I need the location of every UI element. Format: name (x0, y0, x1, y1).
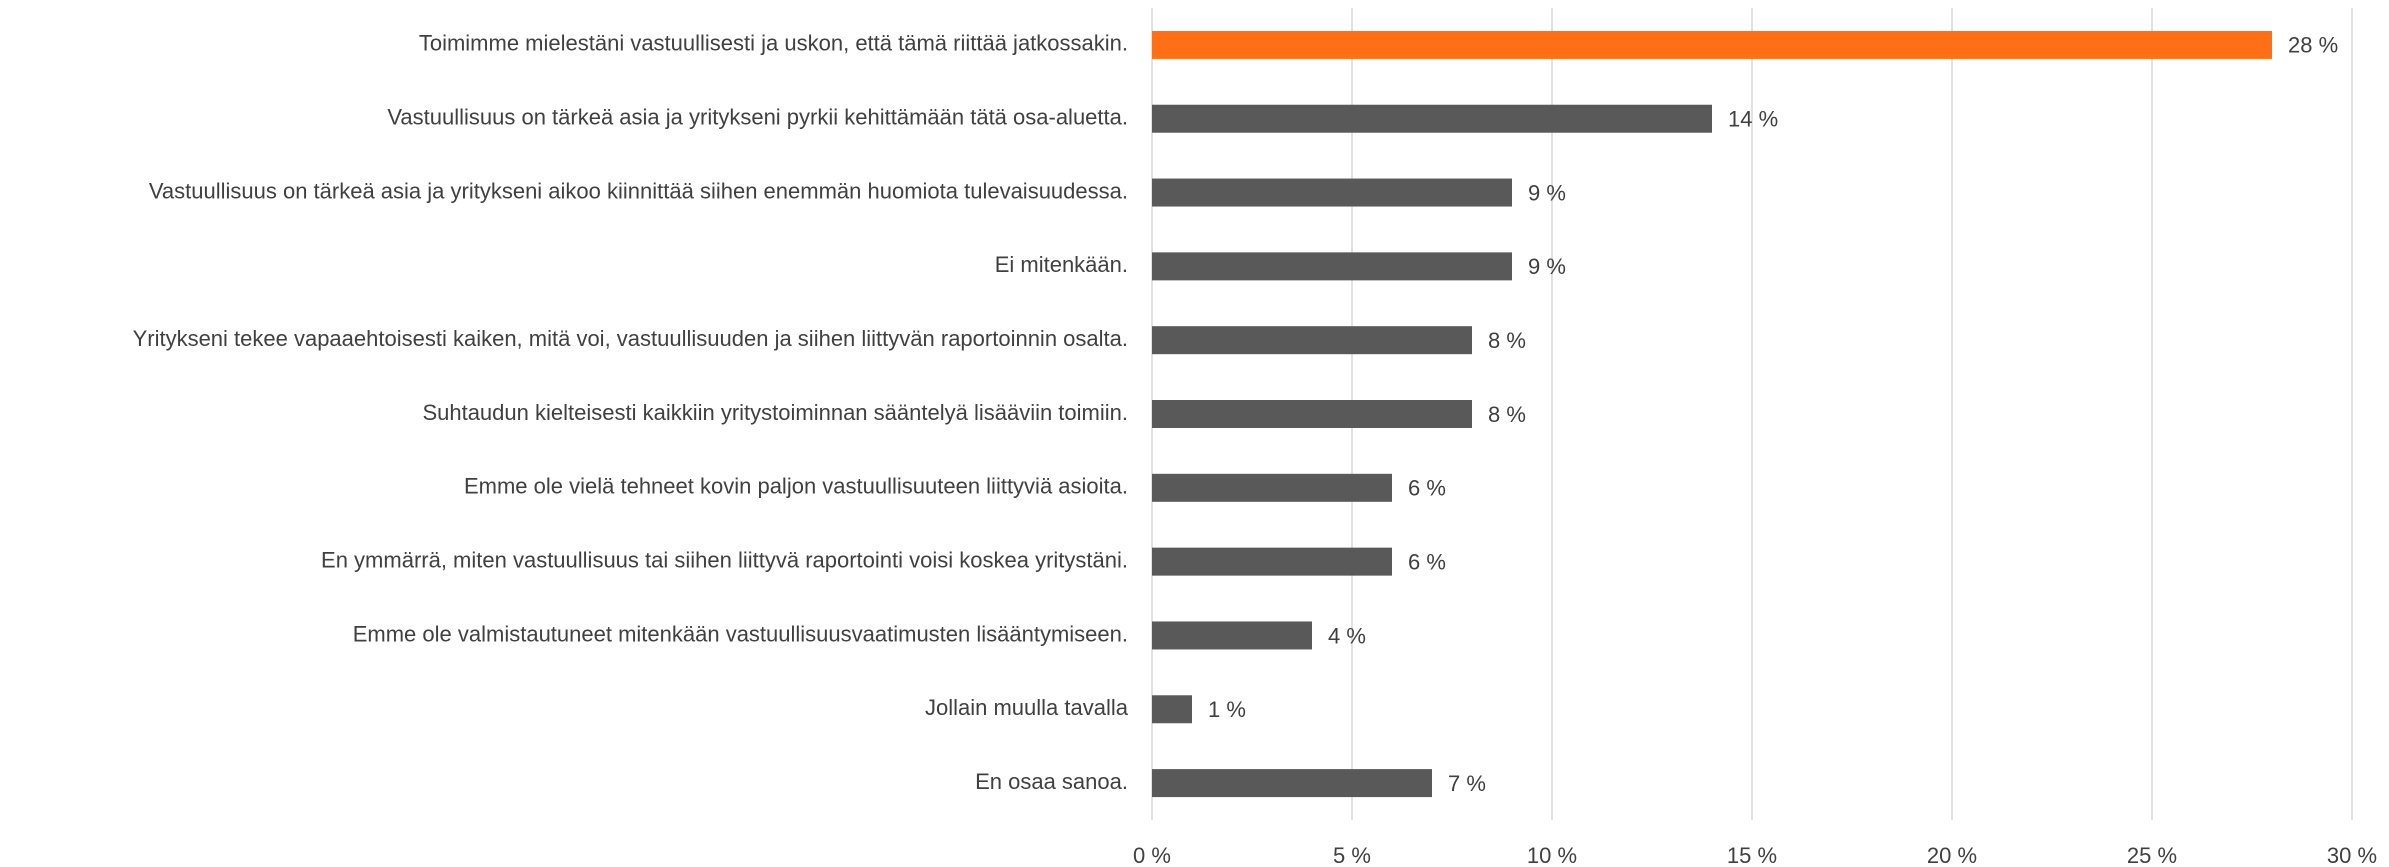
x-tick-label: 15 % (1727, 843, 1777, 867)
category-label: Ei mitenkään. (995, 252, 1128, 277)
bar (1152, 326, 1472, 355)
category-label: Emme ole vielä tehneet kovin paljon vast… (464, 474, 1128, 499)
category-label: Yritykseni tekee vapaaehtoisesti kaiken,… (133, 326, 1128, 351)
bar (1152, 621, 1312, 650)
category-label: Toimimme mielestäni vastuullisesti ja us… (419, 31, 1128, 56)
bar (1152, 547, 1392, 576)
x-tick-label: 20 % (1927, 843, 1977, 867)
bar (1152, 400, 1472, 428)
value-label: 8 % (1488, 402, 1526, 427)
category-label: Emme ole valmistautuneet mitenkään vastu… (353, 621, 1128, 646)
category-label: Suhtaudun kielteisesti kaikkiin yritysto… (422, 400, 1128, 425)
value-label: 7 % (1448, 771, 1486, 796)
value-label: 6 % (1408, 549, 1446, 574)
bar (1152, 30, 2272, 59)
category-label: Vastuullisuus on tärkeä asia ja yritykse… (387, 105, 1128, 130)
bar (1152, 769, 1432, 798)
bar (1152, 252, 1512, 281)
category-label: Vastuullisuus on tärkeä asia ja yritykse… (149, 178, 1128, 203)
category-label: En ymmärrä, miten vastuullisuus tai siih… (321, 547, 1128, 572)
value-label: 9 % (1528, 254, 1566, 279)
bar (1152, 695, 1192, 724)
x-tick-label: 30 % (2327, 843, 2377, 867)
x-tick-label: 10 % (1527, 843, 1577, 867)
value-label: 28 % (2288, 33, 2338, 58)
category-label: Jollain muulla tavalla (925, 695, 1129, 720)
value-label: 6 % (1408, 476, 1446, 501)
x-tick-label: 5 % (1333, 843, 1371, 867)
value-label: 8 % (1488, 328, 1526, 353)
x-tick-label: 0 % (1133, 843, 1171, 867)
category-label: En osaa sanoa. (975, 769, 1128, 794)
value-label: 14 % (1728, 107, 1778, 132)
bar (1152, 178, 1512, 207)
bar (1152, 104, 1712, 133)
value-label: 4 % (1328, 623, 1366, 648)
value-label: 9 % (1528, 180, 1566, 205)
bar (1152, 473, 1392, 502)
value-label: 1 % (1208, 697, 1246, 722)
x-tick-label: 25 % (2127, 843, 2177, 867)
